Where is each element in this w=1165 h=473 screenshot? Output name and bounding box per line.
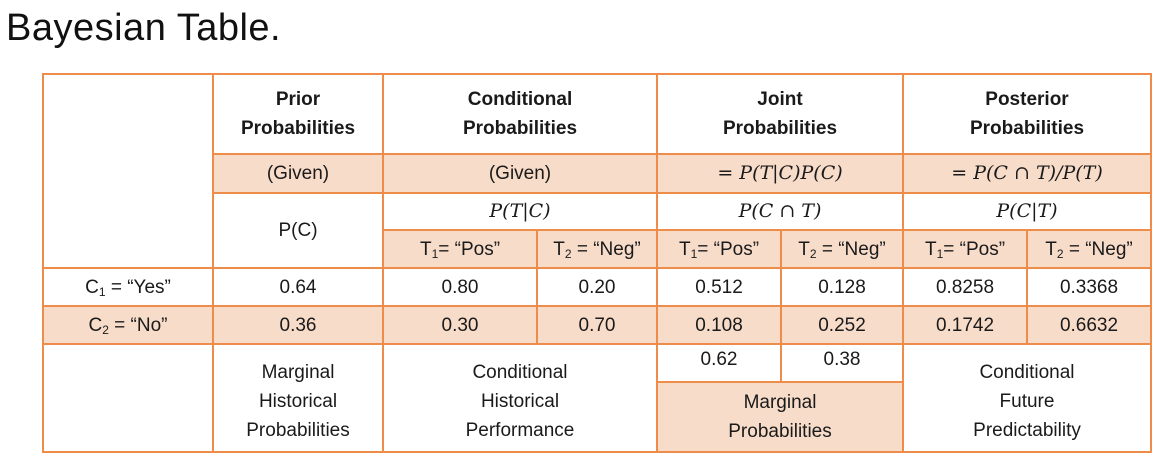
notation-joint: P(C ∩ T) [656, 192, 904, 231]
cell-post-t2: 0.6632 [1026, 305, 1152, 345]
footer-posterior: Conditional Future Predictability [902, 343, 1152, 453]
cell-prior: 0.64 [212, 267, 384, 307]
notation-prior: P(C) [212, 192, 384, 269]
cell-post-t2: 0.3368 [1026, 267, 1152, 307]
cell-cond-t2: 0.20 [536, 267, 658, 307]
header-posterior: Posterior Probabilities [902, 73, 1152, 155]
cell-joint-t1: 0.108 [656, 305, 782, 345]
subheader-post-t1: T1= “Pos” [902, 229, 1028, 269]
cell-prior: 0.36 [212, 305, 384, 345]
notation-posterior: P(C|T) [902, 192, 1152, 231]
cell-post-t1: 0.8258 [902, 267, 1028, 307]
cell-post-t1: 0.1742 [902, 305, 1028, 345]
marginal-total-t1: 0.62 [656, 343, 782, 383]
cell-joint-t2: 0.128 [780, 267, 904, 307]
cell-joint-t2: 0.252 [780, 305, 904, 345]
formula-prior: (Given) [212, 153, 384, 194]
table-row: C2 = “No” 0.36 0.30 0.70 0.108 0.252 0.1… [42, 305, 1152, 345]
footer-empty [42, 343, 214, 453]
bayesian-table: Prior Probabilities Conditional Probabilit… [42, 73, 1152, 453]
formula-conditional: (Given) [382, 153, 658, 194]
header-joint: Joint Probabilities [656, 73, 904, 155]
header-conditional: Conditional Probabilities [382, 73, 658, 155]
subheader-cond-t1: T1= “Pos” [382, 229, 538, 269]
subheader-joint-t1: T1= “Pos” [656, 229, 782, 269]
subheader-joint-t2: T2 = “Neg” [780, 229, 904, 269]
formula-joint: = P(T|C)P(C) [656, 153, 904, 194]
footer-conditional: Conditional Historical Performance [382, 343, 658, 453]
table-row: C1 = “Yes” 0.64 0.80 0.20 0.512 0.128 0.… [42, 267, 1152, 307]
formula-posterior: = P(C ∩ T)/P(T) [902, 153, 1152, 194]
footer-joint: Marginal Probabilities [656, 381, 904, 453]
cell-joint-t1: 0.512 [656, 267, 782, 307]
marginal-total-t2: 0.38 [780, 343, 904, 383]
corner-cell [42, 73, 214, 269]
cell-cond-t1: 0.30 [382, 305, 538, 345]
page-title: Bayesian Table. [6, 7, 282, 49]
subheader-post-t2: T2 = “Neg” [1026, 229, 1152, 269]
row-label-c2: C2 = “No” [42, 305, 214, 345]
footer-prior: Marginal Historical Probabilities [212, 343, 384, 453]
header-prior: Prior Probabilities [212, 73, 384, 155]
row-label-c1: C1 = “Yes” [42, 267, 214, 307]
subheader-cond-t2: T2 = “Neg” [536, 229, 658, 269]
cell-cond-t1: 0.80 [382, 267, 538, 307]
notation-conditional: P(T|C) [382, 192, 658, 231]
cell-cond-t2: 0.70 [536, 305, 658, 345]
